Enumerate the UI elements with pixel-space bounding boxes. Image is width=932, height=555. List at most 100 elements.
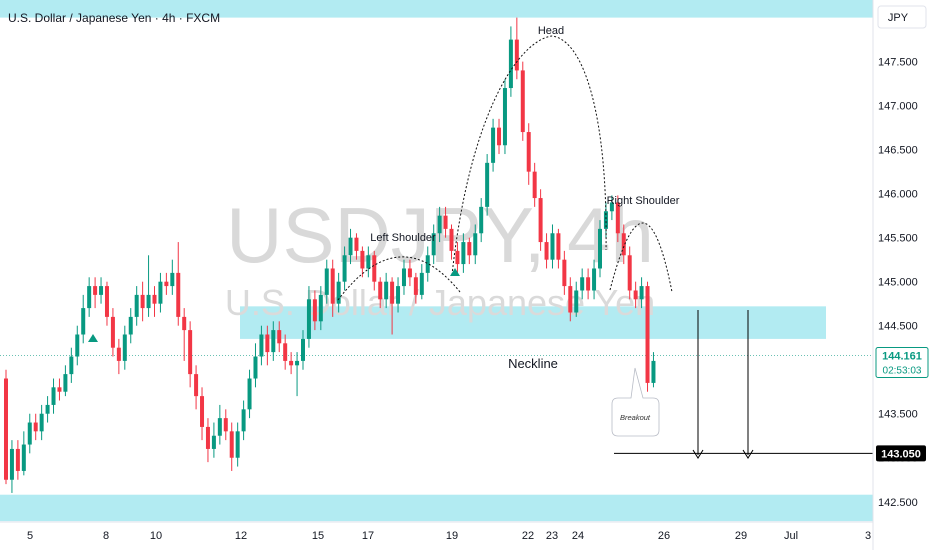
candle-body-14 bbox=[87, 286, 92, 309]
currency-label: JPY bbox=[888, 12, 909, 24]
breakout-callout: Breakout bbox=[611, 367, 660, 437]
candle-body-68 bbox=[407, 268, 412, 278]
time-tick-label: 15 bbox=[312, 530, 324, 542]
price-tick-label: 147.500 bbox=[878, 57, 918, 69]
candle-body-90 bbox=[538, 198, 543, 243]
candle-body-89 bbox=[532, 171, 537, 199]
time-tick-label: 5 bbox=[27, 530, 33, 542]
candle-body-64 bbox=[384, 281, 389, 300]
candle-body-104 bbox=[621, 233, 626, 256]
candle-body-66 bbox=[396, 286, 401, 304]
last-price-tag: 144.161 02:53:03 bbox=[875, 347, 929, 379]
candle-body-69 bbox=[413, 277, 418, 295]
candle-body-100 bbox=[598, 228, 602, 269]
candle-body-106 bbox=[633, 290, 638, 300]
candle-body-56 bbox=[336, 281, 341, 304]
candle-body-84 bbox=[502, 88, 507, 146]
candle-body-77 bbox=[461, 242, 466, 265]
candle-body-22 bbox=[134, 294, 139, 317]
price-zones bbox=[0, 0, 873, 522]
candle-body-43 bbox=[259, 334, 264, 357]
candle-body-41 bbox=[247, 378, 252, 410]
target-price-tag: 143.050 bbox=[876, 445, 926, 462]
currency-button[interactable]: JPY bbox=[877, 5, 927, 29]
candle-body-108 bbox=[645, 286, 650, 383]
candle-body-27 bbox=[164, 281, 169, 287]
candle-body-9 bbox=[57, 387, 62, 392]
candlestick-series bbox=[4, 17, 656, 493]
left-shoulder-label: Left Shoulder bbox=[370, 232, 436, 244]
candle-body-82 bbox=[491, 127, 496, 163]
candle-body-42 bbox=[253, 356, 258, 379]
left-shoulder-arc bbox=[337, 256, 461, 301]
time-tick-label: 19 bbox=[446, 530, 458, 542]
candle-body-49 bbox=[295, 360, 300, 366]
candle-body-10 bbox=[63, 374, 68, 392]
candle-body-33 bbox=[200, 396, 205, 427]
candle-body-54 bbox=[324, 268, 329, 295]
time-tick-label: 26 bbox=[658, 530, 670, 542]
candle-body-78 bbox=[467, 242, 472, 256]
candle-body-20 bbox=[122, 334, 127, 361]
time-axis-ticks[interactable]: 5 8 10 12 15 17 19 22 23 24 26 29 Jul 3 bbox=[27, 530, 871, 542]
price-axis[interactable] bbox=[873, 0, 932, 550]
target-price-value: 143.050 bbox=[881, 448, 921, 460]
time-tick-label: Jul bbox=[784, 530, 798, 542]
head-label: Head bbox=[538, 25, 564, 37]
candle-body-91 bbox=[544, 242, 549, 260]
symbol-title[interactable]: U.S. Dollar / Japanese Yen · 4h · FXCM bbox=[8, 11, 220, 25]
candle-body-38 bbox=[229, 431, 234, 458]
candle-body-7 bbox=[45, 404, 50, 414]
candle-body-92 bbox=[550, 233, 555, 260]
candle-body-59 bbox=[354, 237, 359, 251]
candle-body-45 bbox=[271, 330, 276, 353]
candle-body-4 bbox=[27, 422, 32, 445]
candle-body-16 bbox=[99, 286, 104, 295]
candle-body-5 bbox=[33, 422, 38, 432]
candle-body-30 bbox=[182, 316, 187, 331]
candle-body-19 bbox=[116, 347, 121, 361]
candle-body-86 bbox=[514, 39, 519, 71]
candle-body-58 bbox=[348, 237, 353, 256]
candle-body-24 bbox=[146, 294, 151, 309]
candle-body-52 bbox=[312, 299, 317, 322]
head-arc bbox=[451, 35, 607, 276]
candle-body-13 bbox=[81, 308, 86, 335]
last-price-value: 144.161 bbox=[882, 351, 922, 363]
candle-body-73 bbox=[437, 215, 442, 234]
candle-body-47 bbox=[283, 343, 288, 361]
candle-body-29 bbox=[176, 272, 181, 317]
candle-countdown: 02:53:03 bbox=[883, 366, 922, 377]
candle-body-51 bbox=[306, 299, 311, 339]
candle-body-8 bbox=[51, 387, 56, 405]
candle-body-46 bbox=[277, 330, 282, 344]
candle-body-74 bbox=[443, 215, 448, 229]
zone-0 bbox=[0, 0, 873, 18]
time-tick-label: 8 bbox=[103, 530, 109, 542]
candle-body-2 bbox=[15, 448, 20, 471]
price-tick-label: 145.000 bbox=[878, 277, 918, 289]
price-tick-label: 144.500 bbox=[878, 321, 918, 333]
candle-body-107 bbox=[639, 286, 644, 300]
candle-body-48 bbox=[289, 360, 294, 366]
breakout-label: Breakout bbox=[620, 413, 651, 422]
zone-1 bbox=[240, 306, 826, 339]
price-tick-label: 147.000 bbox=[878, 101, 918, 113]
candle-body-102 bbox=[609, 202, 614, 212]
candle-body-65 bbox=[390, 281, 395, 304]
candle-body-53 bbox=[318, 294, 323, 322]
candle-body-98 bbox=[586, 277, 591, 291]
price-tick-label: 142.500 bbox=[878, 497, 918, 509]
candle-body-55 bbox=[330, 268, 335, 304]
candle-body-103 bbox=[615, 202, 620, 234]
candle-body-94 bbox=[562, 259, 567, 287]
candle-body-26 bbox=[158, 281, 163, 304]
candle-body-40 bbox=[241, 409, 246, 432]
candle-body-97 bbox=[580, 277, 585, 291]
candle-body-21 bbox=[128, 316, 133, 335]
candle-body-83 bbox=[497, 127, 502, 146]
candle-body-85 bbox=[508, 39, 513, 89]
right-shoulder-label: Right Shoulder bbox=[607, 195, 680, 207]
